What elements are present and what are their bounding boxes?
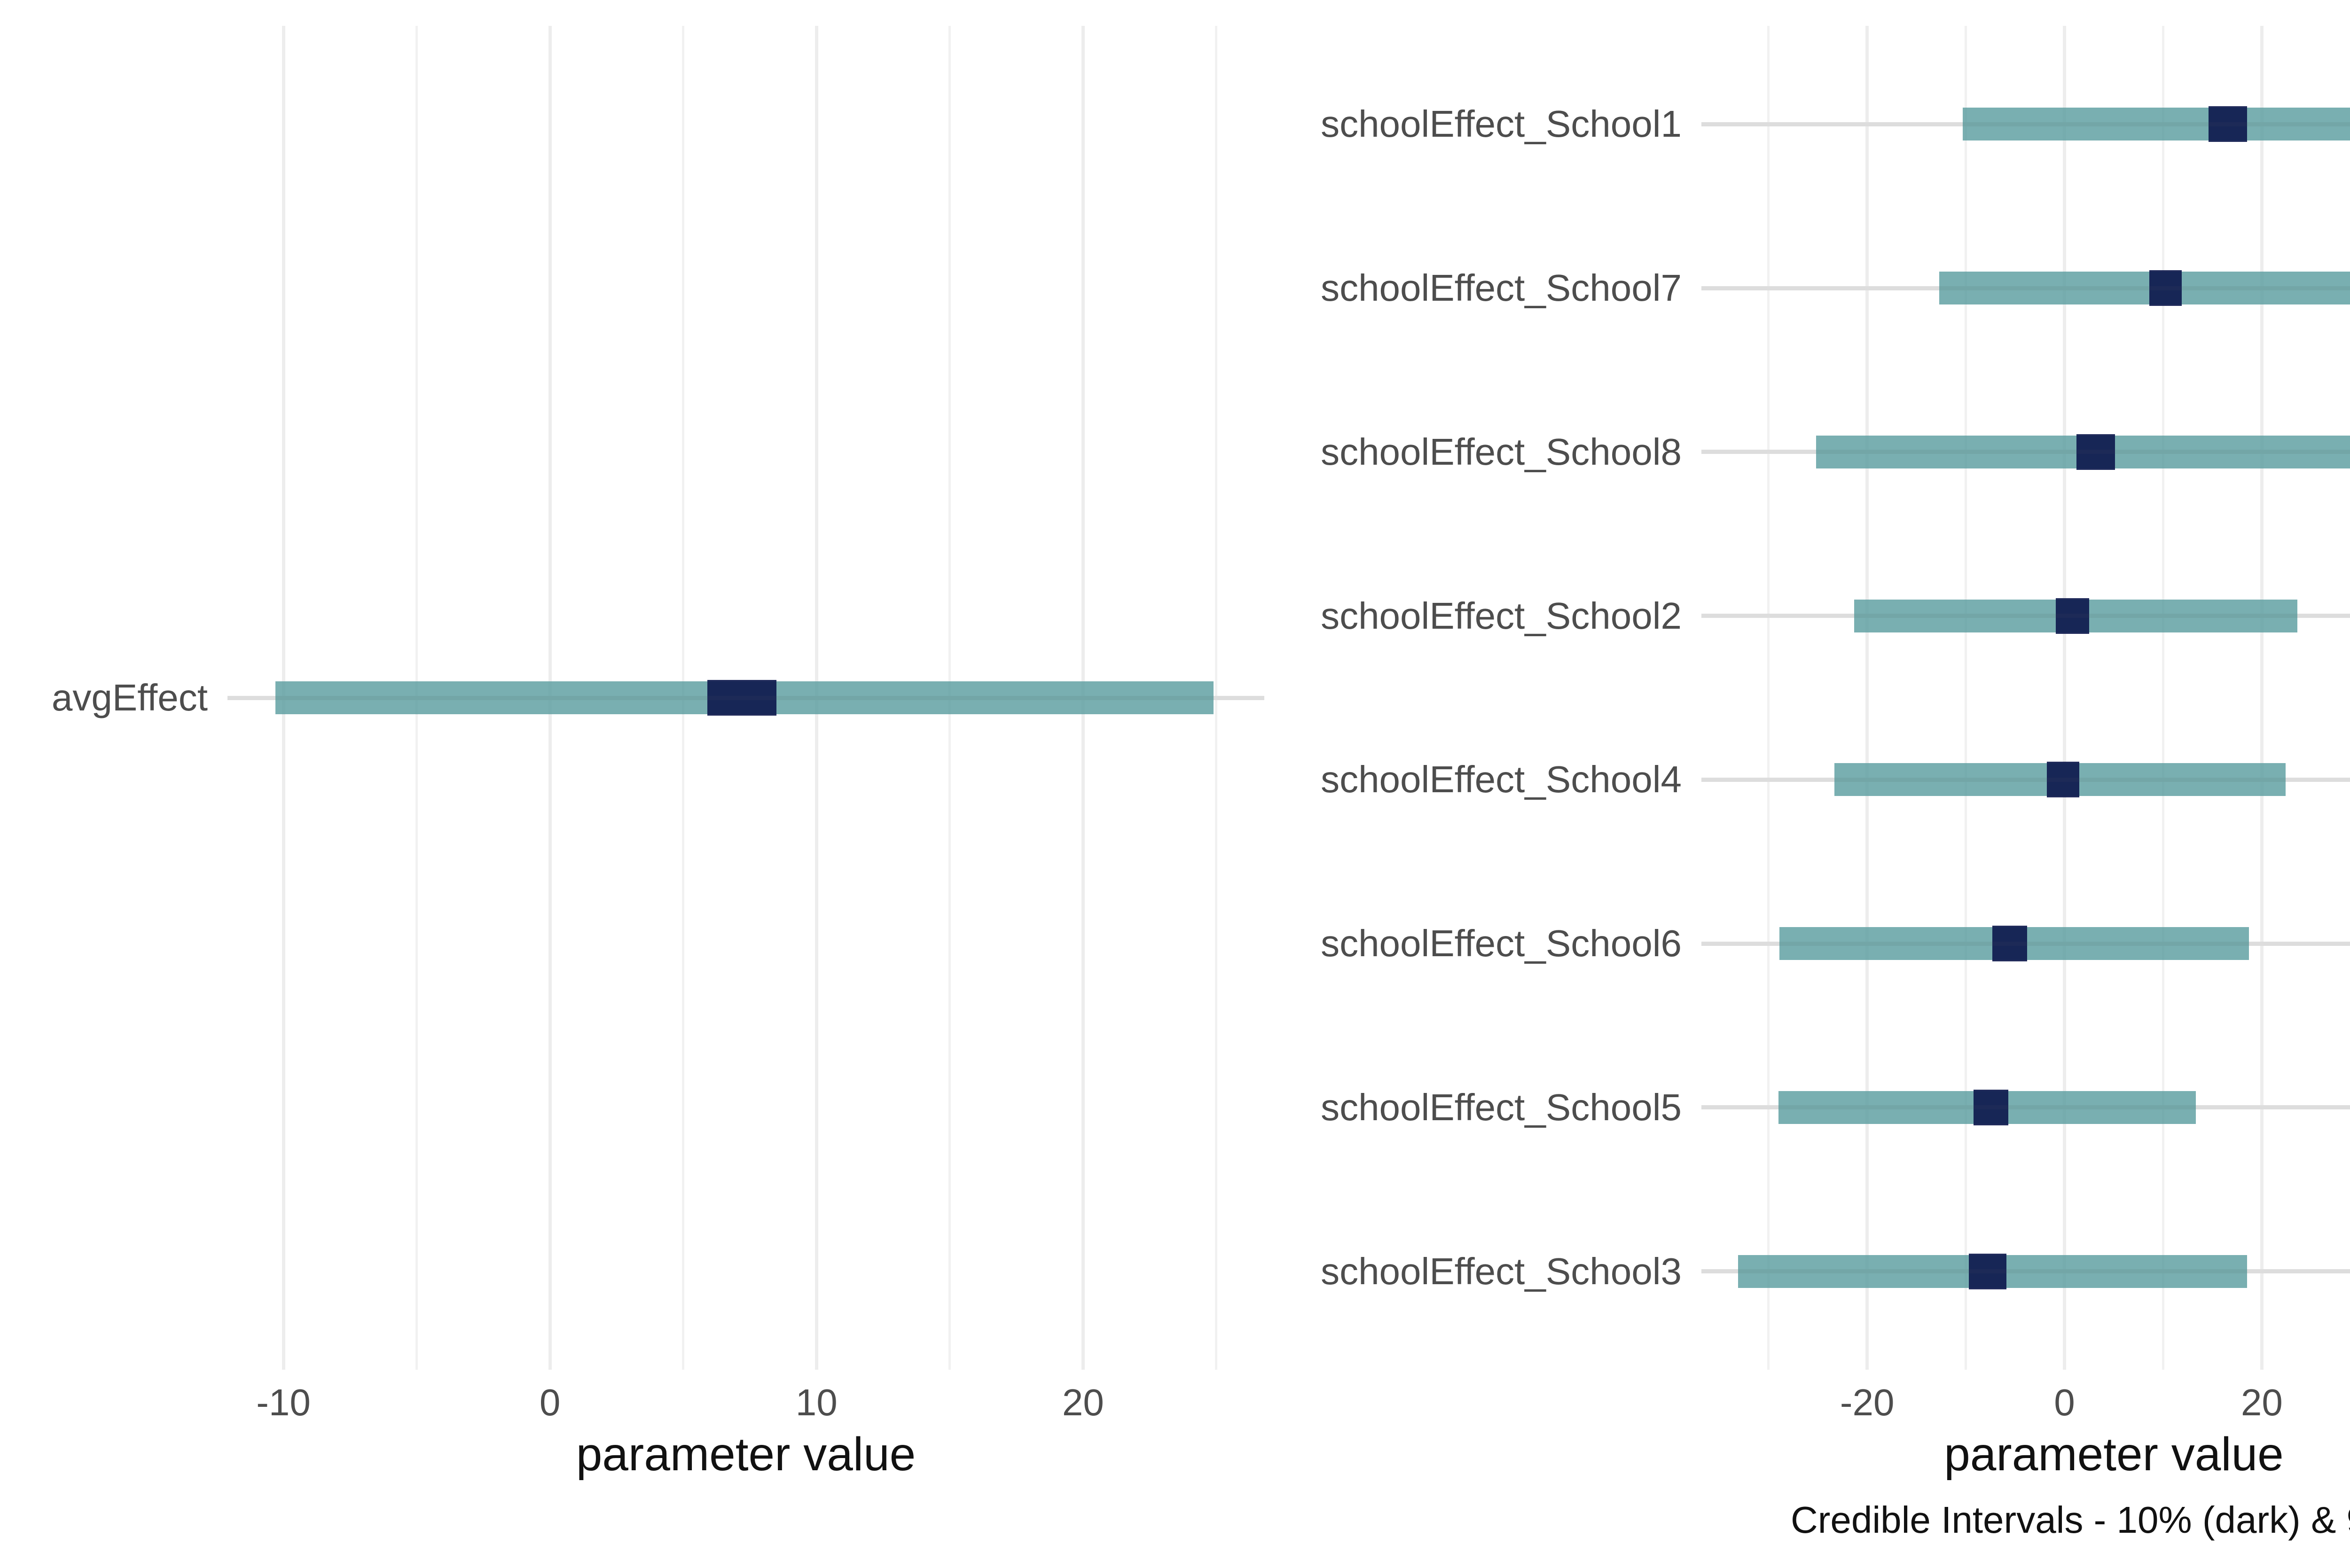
interval-bar-10-dark	[707, 680, 777, 716]
row-gridline-overlay	[1701, 1105, 2350, 1110]
row-gridline-overlay	[1701, 286, 2350, 290]
interval-bar-10-dark	[2046, 762, 2079, 798]
row-label: schoolEffect_School7	[1321, 267, 1682, 309]
gridline-major	[1865, 26, 1869, 1370]
x-tick-label: 10	[795, 1381, 838, 1423]
gridline-minor	[1767, 26, 1770, 1370]
x-axis-title-right: parameter value	[1944, 1428, 2284, 1481]
interval-bar-10-dark	[2209, 106, 2247, 142]
x-tick-label: -20	[1840, 1381, 1895, 1423]
interval-bar-10-dark	[1968, 1253, 2006, 1289]
row-label: schoolEffect_School6	[1321, 922, 1682, 965]
row-label: schoolEffect_School8	[1321, 430, 1682, 473]
row-gridline-overlay	[1701, 1269, 2350, 1274]
x-axis-title-left: parameter value	[576, 1428, 916, 1481]
x-tick-label: -10	[256, 1381, 311, 1423]
row-gridline-overlay	[1701, 450, 2350, 454]
row-label: schoolEffect_School3	[1321, 1250, 1682, 1292]
row-gridline-overlay	[1701, 614, 2350, 618]
x-tick-label: 20	[2240, 1381, 2283, 1423]
interval-bar-90-light	[1939, 272, 2350, 305]
row-label: avgEffect	[51, 677, 208, 718]
interval-bar-10-dark	[1992, 926, 2027, 962]
row-gridline-overlay	[1701, 122, 2350, 126]
interval-bar-10-dark	[2076, 434, 2115, 470]
row-label: schoolEffect_School5	[1321, 1086, 1682, 1128]
interval-bar-10-dark	[2149, 270, 2182, 306]
interval-bar-10-dark	[2055, 598, 2090, 634]
x-tick-label: 0	[539, 1381, 561, 1423]
gridline-major	[2063, 26, 2067, 1370]
row-label: schoolEffect_School1	[1321, 103, 1682, 145]
gridline-minor	[2162, 26, 2164, 1370]
gridline-major	[2260, 26, 2264, 1370]
row-gridline-overlay	[227, 695, 1264, 700]
row-gridline-overlay	[1701, 777, 2350, 782]
row-label: schoolEffect_School4	[1321, 758, 1682, 801]
x-tick-label: 20	[1062, 1381, 1104, 1423]
interval-bar-90-light	[1963, 108, 2350, 141]
interval-bar-10-dark	[1974, 1089, 2008, 1125]
gridline-minor	[1965, 26, 1967, 1370]
x-tick-label: 0	[2054, 1381, 2075, 1423]
row-label: schoolEffect_School2	[1321, 594, 1682, 637]
caption: Credible Intervals - 10% (dark) & 90% (l…	[1790, 1499, 2350, 1541]
row-gridline-overlay	[1701, 941, 2350, 946]
